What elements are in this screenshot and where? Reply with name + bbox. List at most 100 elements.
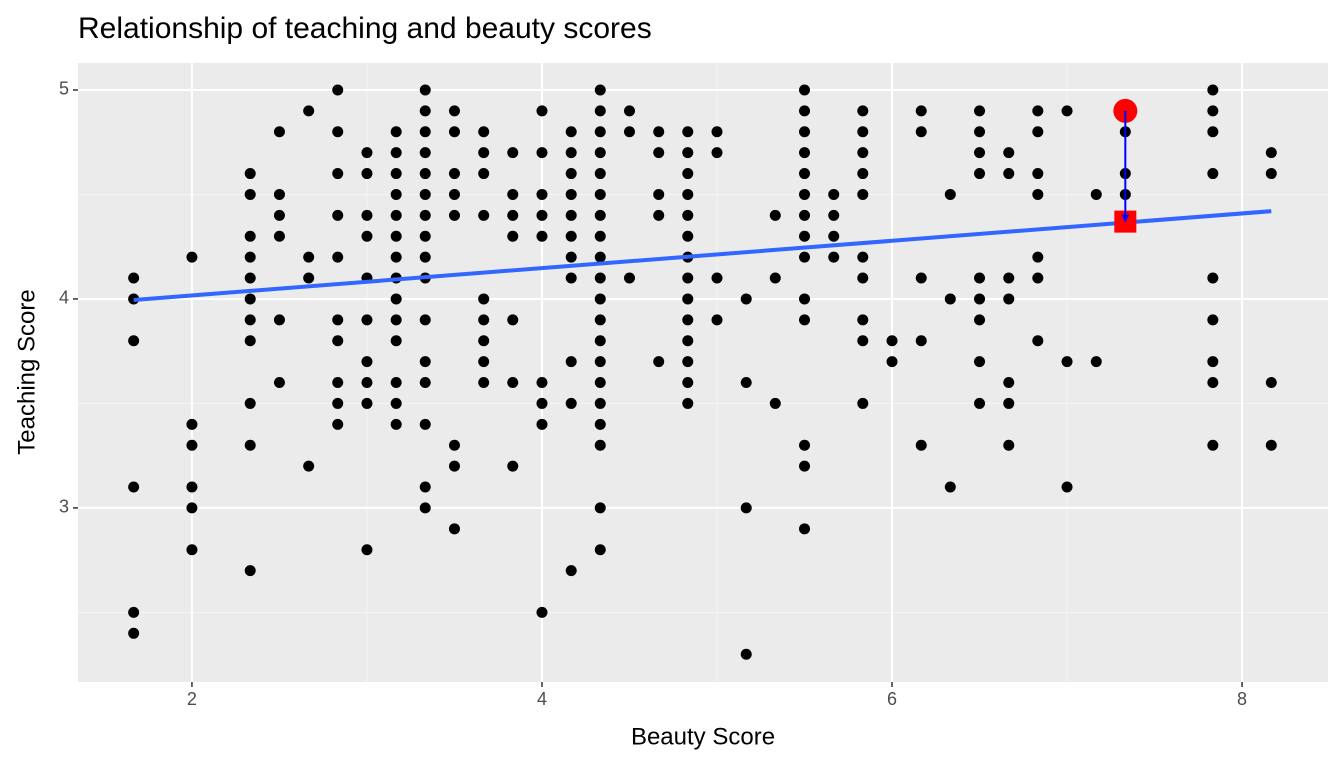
point	[623, 272, 635, 284]
point	[448, 439, 460, 451]
point	[594, 502, 606, 514]
point	[390, 314, 402, 326]
point	[186, 481, 198, 493]
point	[769, 272, 781, 284]
point	[419, 377, 431, 389]
point	[828, 230, 840, 242]
point	[419, 188, 431, 200]
point	[857, 126, 869, 138]
point	[507, 147, 519, 159]
point	[419, 209, 431, 221]
point	[244, 565, 256, 577]
point	[799, 105, 811, 117]
point	[828, 188, 840, 200]
point	[944, 481, 956, 493]
point	[419, 481, 431, 493]
point	[857, 335, 869, 347]
point	[594, 84, 606, 96]
point	[361, 230, 373, 242]
point	[682, 230, 694, 242]
point	[594, 293, 606, 305]
point	[244, 251, 256, 263]
point	[1032, 251, 1044, 263]
point	[390, 147, 402, 159]
point	[740, 293, 752, 305]
point	[390, 209, 402, 221]
chart-title: Relationship of teaching and beauty scor…	[78, 12, 652, 45]
point	[886, 356, 898, 368]
point	[974, 314, 986, 326]
point	[565, 168, 577, 180]
point	[857, 272, 869, 284]
point	[915, 105, 927, 117]
point	[128, 481, 140, 493]
point	[390, 335, 402, 347]
point	[273, 230, 285, 242]
point	[653, 147, 665, 159]
point	[974, 168, 986, 180]
point	[419, 147, 431, 159]
point	[273, 314, 285, 326]
point	[1207, 168, 1219, 180]
point	[448, 168, 460, 180]
point	[390, 188, 402, 200]
point	[565, 209, 577, 221]
point	[390, 168, 402, 180]
point	[244, 188, 256, 200]
x-tick-label: 2	[187, 689, 197, 709]
point	[332, 168, 344, 180]
point	[478, 209, 490, 221]
point	[478, 147, 490, 159]
point	[565, 126, 577, 138]
point	[799, 460, 811, 472]
point	[799, 168, 811, 180]
point	[799, 126, 811, 138]
marks	[128, 84, 1277, 660]
point	[711, 126, 723, 138]
point	[128, 627, 140, 639]
point	[1003, 293, 1015, 305]
point	[303, 105, 315, 117]
point	[478, 335, 490, 347]
point	[244, 397, 256, 409]
point	[565, 565, 577, 577]
point	[332, 335, 344, 347]
point	[828, 209, 840, 221]
point	[653, 209, 665, 221]
point	[361, 209, 373, 221]
point	[653, 126, 665, 138]
point	[682, 272, 694, 284]
point	[1207, 272, 1219, 284]
point	[653, 356, 665, 368]
point	[186, 251, 198, 263]
point	[1090, 356, 1102, 368]
point	[1032, 188, 1044, 200]
point	[857, 314, 869, 326]
point	[507, 460, 519, 472]
point	[594, 356, 606, 368]
point	[828, 251, 840, 263]
point	[536, 209, 548, 221]
point	[390, 377, 402, 389]
point	[244, 314, 256, 326]
point	[915, 126, 927, 138]
point	[332, 397, 344, 409]
point	[799, 84, 811, 96]
point	[128, 606, 140, 618]
x-tick-label: 8	[1237, 689, 1247, 709]
point	[915, 272, 927, 284]
point	[1207, 439, 1219, 451]
point	[682, 335, 694, 347]
point	[799, 251, 811, 263]
point	[478, 126, 490, 138]
point	[419, 168, 431, 180]
x-tick-label: 4	[537, 689, 547, 709]
point	[478, 377, 490, 389]
y-tick-label: 5	[59, 79, 69, 99]
point	[244, 439, 256, 451]
point	[1032, 126, 1044, 138]
point	[244, 272, 256, 284]
point	[594, 272, 606, 284]
grid	[78, 63, 1328, 682]
point	[565, 251, 577, 263]
